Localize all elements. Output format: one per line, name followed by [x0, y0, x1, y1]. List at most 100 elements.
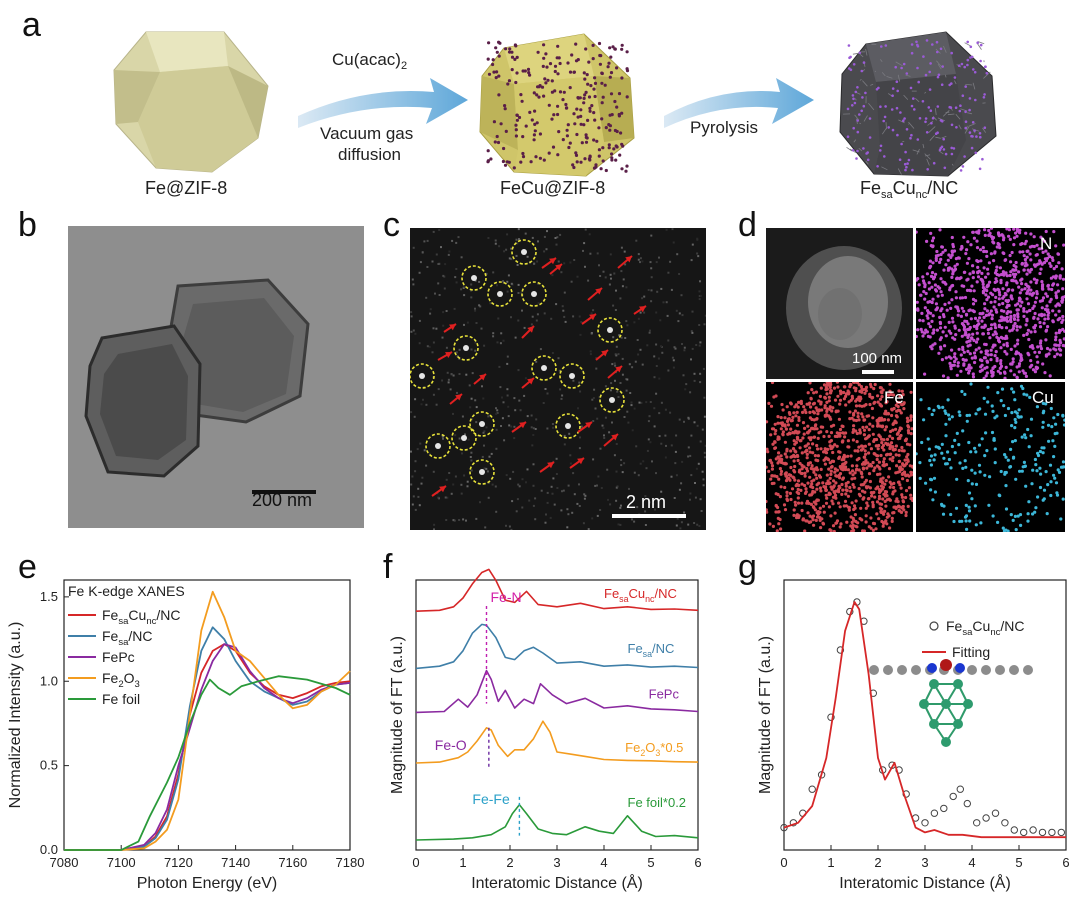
eds-point	[1036, 317, 1040, 321]
cu-dot	[530, 118, 534, 122]
eds-point	[989, 228, 994, 230]
noise-pixel	[440, 246, 442, 249]
cu-dot	[624, 169, 628, 173]
eds-point	[767, 469, 771, 473]
eds-point	[800, 501, 804, 505]
noise-pixel	[655, 343, 658, 346]
eds-point	[1040, 280, 1044, 284]
label-part: Fe	[102, 607, 119, 623]
eds-point	[795, 482, 799, 486]
eds-point	[943, 248, 947, 252]
noise-pixel	[479, 305, 482, 308]
eds-point	[988, 336, 992, 340]
metal-dot	[936, 105, 940, 108]
eds-point	[858, 428, 862, 432]
noise-pixel	[593, 388, 596, 391]
eds-point	[962, 362, 966, 366]
eds-point	[867, 464, 871, 468]
panel-f-letter: f	[383, 548, 393, 586]
noise-pixel	[445, 346, 448, 349]
metal-dot	[978, 167, 982, 171]
eds-point	[928, 458, 932, 463]
eds-point	[839, 522, 843, 526]
cu-dot	[599, 54, 603, 58]
eds-point	[927, 447, 931, 451]
eds-point	[796, 487, 800, 491]
cu-dot	[487, 72, 492, 76]
cu-dot	[494, 76, 498, 80]
eds-point	[805, 402, 809, 406]
noise-pixel	[513, 437, 516, 440]
eds-point	[852, 485, 856, 489]
noise-pixel	[441, 379, 444, 382]
panel-e-letter: e	[18, 548, 37, 586]
carbon-edge	[982, 127, 987, 133]
noise-pixel	[451, 239, 454, 242]
data-point	[827, 713, 835, 721]
eds-point	[884, 409, 888, 413]
eds-point	[947, 413, 951, 417]
cu-dot	[575, 107, 579, 111]
model-c-atom	[967, 665, 977, 675]
eds-point	[815, 427, 819, 431]
noise-pixel	[578, 367, 581, 370]
noise-pixel	[562, 309, 565, 312]
cu-dot	[620, 142, 624, 146]
eds-point	[846, 392, 850, 396]
cu-dot	[614, 158, 618, 162]
noise-pixel	[618, 334, 621, 337]
eds-point	[804, 487, 808, 491]
eds-point	[965, 527, 969, 531]
noise-pixel	[546, 427, 549, 430]
eds-point	[1014, 528, 1018, 532]
eds-point	[996, 520, 1000, 524]
eds-point	[947, 417, 952, 421]
noise-pixel	[412, 495, 415, 498]
eds-point	[950, 284, 954, 288]
eds-point	[838, 476, 842, 480]
cu-dot	[529, 160, 533, 164]
eds-point	[785, 405, 789, 409]
noise-pixel	[604, 416, 607, 419]
noise-pixel	[634, 360, 637, 363]
eds-point	[785, 490, 789, 494]
cu-dot	[601, 95, 605, 99]
eds-point	[878, 397, 883, 401]
eds-point	[1056, 302, 1060, 306]
eds-point	[868, 382, 873, 386]
eds-point	[909, 418, 913, 422]
eds-point	[1044, 292, 1048, 296]
cu-dot	[591, 43, 595, 47]
eds-point	[796, 437, 800, 441]
cu-dot	[489, 157, 493, 161]
eds-point	[835, 444, 839, 448]
noise-pixel	[578, 447, 581, 450]
eds-point	[976, 408, 980, 412]
series-label: FePc	[649, 686, 680, 701]
noise-pixel	[639, 348, 642, 351]
eds-point	[934, 256, 938, 260]
label-part: sa	[118, 637, 129, 648]
noise-pixel	[670, 288, 673, 291]
eds-point	[999, 315, 1003, 319]
eds-point	[809, 397, 813, 401]
cu-dot	[533, 109, 537, 113]
carbon-edge	[879, 59, 883, 63]
eds-point	[1017, 270, 1021, 274]
eds-point	[1016, 315, 1020, 319]
noise-pixel	[517, 292, 520, 294]
noise-pixel	[460, 483, 463, 486]
metal-dot	[912, 97, 915, 100]
eds-point	[1007, 303, 1011, 308]
eds-point	[884, 453, 889, 457]
eds-point	[803, 474, 807, 478]
eds-point	[1020, 358, 1024, 362]
eds-point	[978, 369, 982, 373]
metal-dot	[898, 158, 902, 161]
red-arrow-head	[439, 486, 446, 493]
x-tick-label: 4	[600, 855, 607, 870]
eds-point	[884, 441, 888, 445]
model-c-atom	[869, 665, 879, 675]
carbon-edge	[951, 163, 954, 166]
noise-pixel	[653, 355, 656, 358]
